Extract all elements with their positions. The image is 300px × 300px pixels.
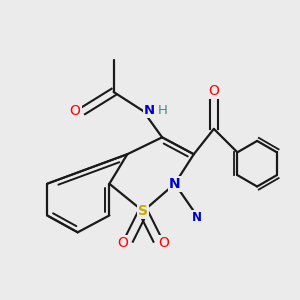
Text: N: N — [169, 177, 181, 191]
Text: S: S — [138, 204, 148, 218]
Text: O: O — [117, 236, 128, 250]
Text: H: H — [158, 104, 168, 118]
Text: N: N — [192, 211, 202, 224]
Text: O: O — [70, 104, 80, 118]
Text: N: N — [143, 104, 155, 118]
Text: O: O — [158, 236, 169, 250]
Text: O: O — [208, 84, 219, 98]
